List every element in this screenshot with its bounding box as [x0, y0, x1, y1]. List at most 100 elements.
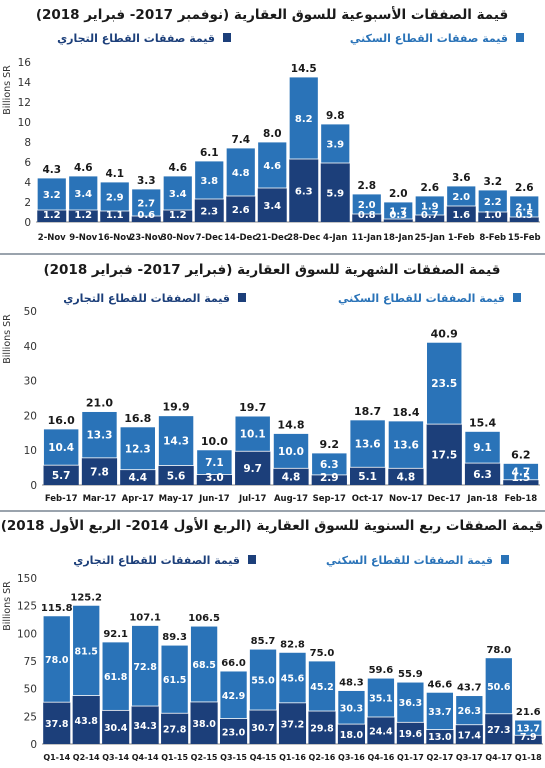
bar-commercial [446, 206, 476, 222]
data-label-commercial: 17.4 [458, 730, 482, 741]
x-tick-label: 25-Jan [415, 233, 445, 243]
legend-label: قيمة الصفقات للقطاع التجاري [73, 554, 240, 567]
data-label-residential: 3.4 [74, 189, 92, 200]
x-tick-label: Dec-17 [428, 494, 461, 504]
y-axis-label: Billions SR [2, 65, 13, 115]
legend-label: قيمة الصفقات للقطاع التجاري [63, 292, 230, 305]
data-label-total: 9.2 [320, 438, 340, 451]
bar-commercial [194, 199, 224, 222]
data-label-commercial: 24.4 [369, 726, 393, 737]
bar-commercial [478, 212, 508, 222]
data-label-residential: 4.6 [263, 161, 281, 172]
bar-commercial [190, 701, 218, 744]
bar-residential [484, 657, 513, 715]
data-label-total: 59.6 [369, 665, 394, 676]
monthly-chart: قيمة الصفقات الشهرية للسوق العقارية (فبر… [2, 262, 540, 504]
data-label-residential: 4.7 [512, 467, 531, 479]
bar-residential [383, 201, 414, 220]
bar-commercial [68, 210, 98, 222]
bar-commercial [464, 463, 501, 485]
data-label-commercial: 23.0 [222, 727, 246, 738]
data-label-residential: 3.2 [43, 190, 61, 201]
bar-residential [320, 123, 351, 164]
bar-commercial [455, 724, 483, 744]
y-tick-label: 75 [24, 656, 37, 668]
x-tick-label: Feb-18 [505, 494, 538, 504]
y-tick-label: 8 [24, 137, 31, 149]
bar-commercial [426, 424, 462, 485]
x-tick-label: 7-Dec [196, 233, 223, 243]
data-label-commercial: 1.2 [43, 210, 61, 221]
y-tick-label: 20 [24, 410, 37, 422]
data-label-commercial: 9.7 [243, 463, 262, 475]
bar-commercial [43, 702, 71, 744]
bar-residential [387, 420, 424, 469]
bar-commercial [426, 729, 454, 744]
legend-label: قيمة الصفقات للقطاع السكني [338, 292, 505, 305]
y-tick-label: 10 [18, 117, 31, 129]
divider [0, 510, 545, 512]
data-label-residential: 8.2 [295, 114, 313, 125]
data-label-commercial: 2.9 [320, 472, 339, 484]
bar-residential [42, 615, 71, 703]
data-label-residential: 72.8 [133, 662, 157, 673]
data-label-total: 2.6 [515, 182, 534, 194]
data-label-commercial: 18.0 [340, 730, 364, 741]
data-label-residential: 33.7 [428, 707, 451, 718]
y-tick-label: 0 [24, 217, 31, 229]
data-label-residential: 3.9 [326, 140, 344, 151]
y-tick-label: 16 [18, 57, 32, 69]
bar-residential [68, 175, 99, 211]
bar-residential [308, 660, 336, 712]
data-label-residential: 1.7 [389, 207, 407, 218]
bar-commercial [257, 188, 287, 222]
bar-residential [131, 188, 162, 217]
y-tick-label: 0 [30, 480, 37, 492]
bar-residential [288, 76, 319, 160]
data-label-total: 7.4 [231, 134, 250, 146]
data-label-total: 48.3 [339, 678, 364, 689]
legend-swatch [248, 555, 256, 564]
legend-label: قيمة صفقات القطاع التجاري [57, 32, 215, 45]
data-label-residential: 2.0 [452, 192, 470, 203]
data-label-residential: 36.3 [399, 698, 422, 709]
x-tick-label: Q4-17 [485, 753, 512, 762]
bar-residential [311, 452, 348, 476]
data-label-commercial: 7.8 [90, 466, 109, 478]
bar-residential [158, 415, 195, 466]
data-label-residential: 61.8 [104, 672, 128, 683]
data-label-total: 66.0 [221, 658, 246, 669]
data-label-commercial: 0.3 [389, 210, 407, 221]
bar-residential [464, 431, 501, 464]
y-tick-label: 2 [24, 197, 31, 209]
data-label-commercial: 27.3 [487, 725, 510, 736]
y-tick-label: 125 [17, 601, 37, 613]
data-label-commercial: 3.0 [205, 472, 224, 484]
data-label-residential: 61.5 [163, 675, 186, 686]
bar-commercial [249, 710, 277, 744]
data-label-commercial: 0.8 [358, 210, 376, 221]
bar-residential [351, 193, 382, 215]
y-axis-label: Billions SR [2, 581, 13, 631]
quarterly-chart-panel: قيمة الصفقات ربع السنوية للسوق العقارية … [0, 512, 545, 768]
data-label-total: 21.6 [516, 707, 541, 718]
data-label-total: 14.8 [277, 418, 304, 431]
x-tick-label: 21-Dec [256, 233, 289, 243]
data-label-total: 75.0 [310, 648, 335, 659]
bar-residential [119, 426, 156, 471]
x-tick-label: Q3-16 [338, 753, 365, 762]
data-label-total: 92.1 [103, 629, 128, 640]
y-tick-label: 40 [24, 341, 37, 353]
data-label-total: 106.5 [188, 613, 220, 624]
data-label-residential: 45.2 [310, 682, 333, 693]
x-tick-label: Nov-17 [389, 494, 423, 504]
divider [0, 253, 545, 255]
data-label-total: 2.8 [357, 180, 376, 192]
bar-commercial [102, 710, 130, 744]
bar-commercial [37, 210, 67, 222]
y-tick-label: 6 [24, 157, 31, 169]
bar-commercial [396, 722, 424, 744]
bar-commercial [43, 465, 79, 485]
data-label-commercial: 5.1 [358, 471, 377, 483]
x-tick-label: 8-Feb [479, 233, 506, 243]
